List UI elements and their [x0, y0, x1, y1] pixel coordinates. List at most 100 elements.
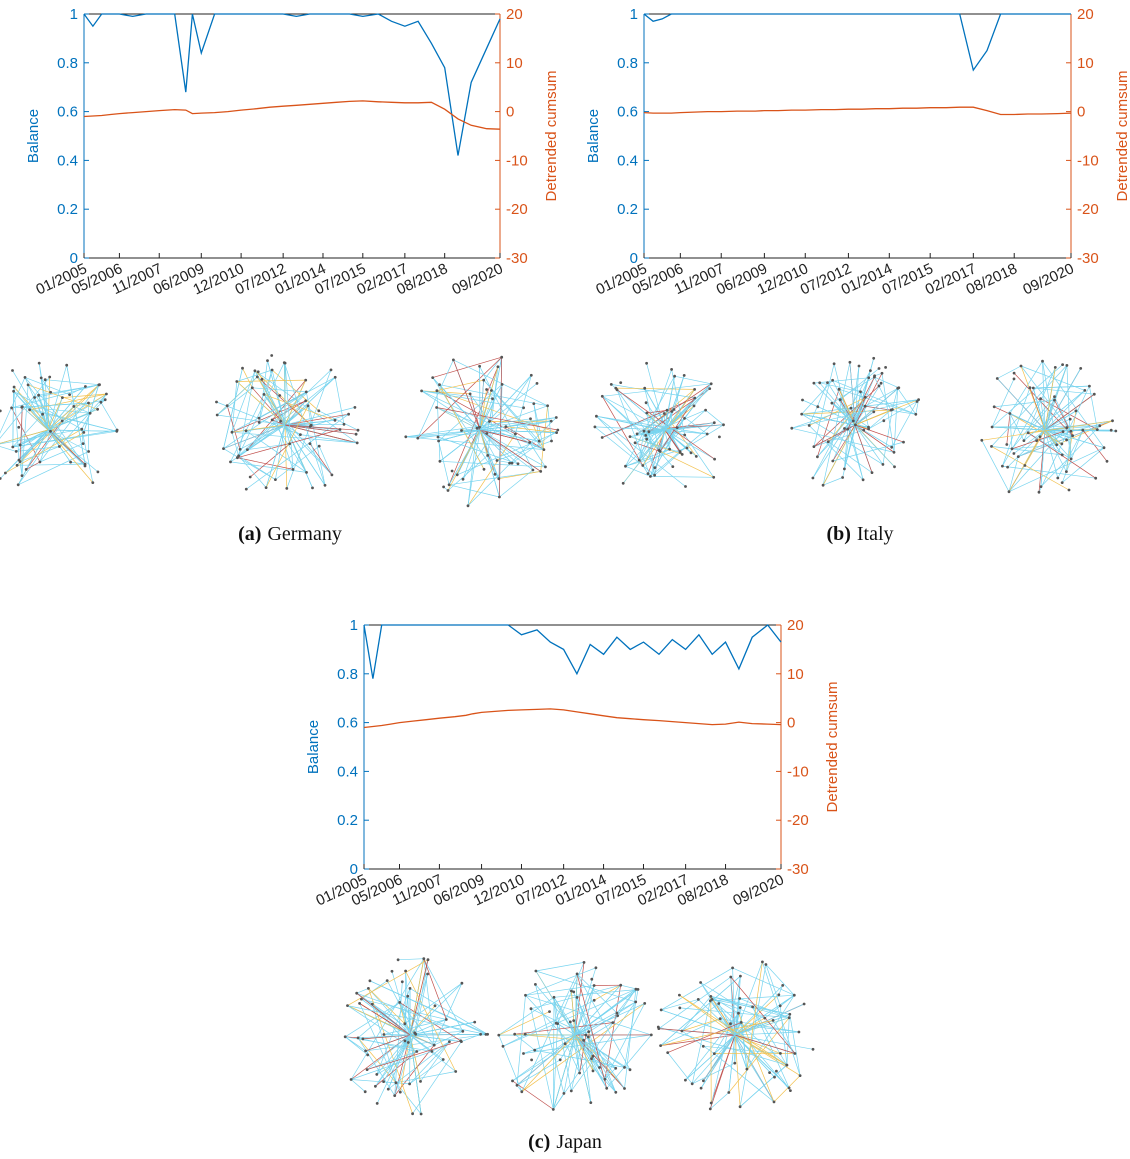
- network-node: [1029, 386, 1032, 389]
- network-node: [713, 421, 716, 424]
- network-edge: [418, 360, 454, 438]
- network-node: [1013, 378, 1016, 381]
- y2-tick-label: -10: [506, 152, 528, 169]
- network-node: [555, 1022, 558, 1025]
- network-node: [841, 476, 844, 479]
- network-edge: [735, 1035, 780, 1053]
- network-node: [1035, 439, 1038, 442]
- network-node: [858, 365, 861, 368]
- y-tick-label: 0.6: [617, 104, 638, 121]
- network-node: [773, 1076, 776, 1079]
- network-node: [520, 1090, 523, 1093]
- network-node: [397, 958, 400, 961]
- network-node: [704, 409, 707, 412]
- network-node: [1094, 477, 1097, 480]
- network-edge: [232, 371, 255, 432]
- network-node: [97, 471, 100, 474]
- network-node: [641, 464, 644, 467]
- network-node: [485, 1033, 488, 1036]
- y-tick-label: 0.2: [337, 812, 358, 829]
- network-node: [659, 1044, 662, 1047]
- network-node: [104, 398, 107, 401]
- network-node: [891, 408, 894, 411]
- y-tick-label: 0.2: [617, 201, 638, 218]
- network-node: [317, 409, 320, 412]
- network-node: [39, 461, 42, 464]
- network-node: [589, 1101, 592, 1104]
- network-node: [550, 420, 553, 423]
- network-node: [274, 478, 277, 481]
- network-node: [636, 433, 639, 436]
- network-node: [773, 1101, 776, 1104]
- network-node: [678, 1007, 681, 1010]
- y2-tick-label: 0: [506, 104, 514, 121]
- network-node: [524, 994, 527, 997]
- network-node: [592, 1055, 595, 1058]
- network-node: [226, 404, 229, 407]
- network-graph: [980, 360, 1117, 494]
- network-edge: [814, 430, 864, 447]
- network-graph: [497, 961, 652, 1111]
- network-node: [706, 433, 709, 436]
- network-node: [684, 1079, 687, 1082]
- network-node: [772, 1019, 775, 1022]
- network-node: [647, 472, 650, 475]
- network-node: [283, 361, 286, 364]
- y-tick-label: 1: [630, 6, 638, 23]
- network-node: [781, 984, 784, 987]
- network-node: [991, 426, 994, 429]
- network-graph: [0, 362, 119, 486]
- network-edge: [740, 1065, 787, 1107]
- network-node: [645, 362, 648, 365]
- network-edge: [101, 402, 117, 430]
- network-node: [271, 369, 274, 372]
- network-node: [878, 385, 881, 388]
- network-edge: [814, 378, 869, 383]
- network-node: [309, 442, 312, 445]
- network-node: [594, 426, 597, 429]
- network-node: [681, 1030, 684, 1033]
- network-node: [595, 415, 598, 418]
- network-node: [1061, 481, 1064, 484]
- network-node: [990, 445, 993, 448]
- y2-tick-label: 10: [787, 666, 804, 683]
- network-node: [433, 1044, 436, 1047]
- network-node: [387, 1088, 390, 1091]
- network-node: [763, 1017, 766, 1020]
- network-node: [1027, 431, 1030, 434]
- network-node: [693, 397, 696, 400]
- network-node: [578, 1072, 581, 1075]
- network-node: [279, 420, 282, 423]
- network-node: [864, 396, 867, 399]
- network-node: [693, 405, 696, 408]
- network-node: [587, 1030, 590, 1033]
- network-node: [803, 1003, 806, 1006]
- network-node: [1023, 439, 1026, 442]
- network-node: [619, 984, 622, 987]
- network-node: [511, 1080, 514, 1083]
- network-node: [699, 981, 702, 984]
- network-edge: [272, 370, 319, 411]
- network-node: [469, 393, 472, 396]
- network-node: [1006, 466, 1009, 469]
- y-axis-label: Balance: [25, 109, 42, 163]
- network-node: [717, 1002, 720, 1005]
- network-edge: [231, 462, 307, 473]
- network-node: [501, 383, 504, 386]
- network-node: [1041, 360, 1044, 363]
- network-node: [695, 455, 698, 458]
- y2-tick-label: 20: [787, 617, 804, 634]
- network-node: [881, 372, 884, 375]
- network-node: [409, 987, 412, 990]
- network-node: [779, 1052, 782, 1055]
- network-node: [258, 421, 261, 424]
- network-node: [426, 973, 429, 976]
- network-edge: [774, 1076, 800, 1102]
- network-node: [456, 473, 459, 476]
- network-node: [709, 1108, 712, 1111]
- network-node: [49, 430, 52, 433]
- network-node: [383, 1033, 386, 1036]
- network-node: [398, 1001, 401, 1004]
- network-node: [878, 367, 881, 370]
- network-node: [452, 359, 455, 362]
